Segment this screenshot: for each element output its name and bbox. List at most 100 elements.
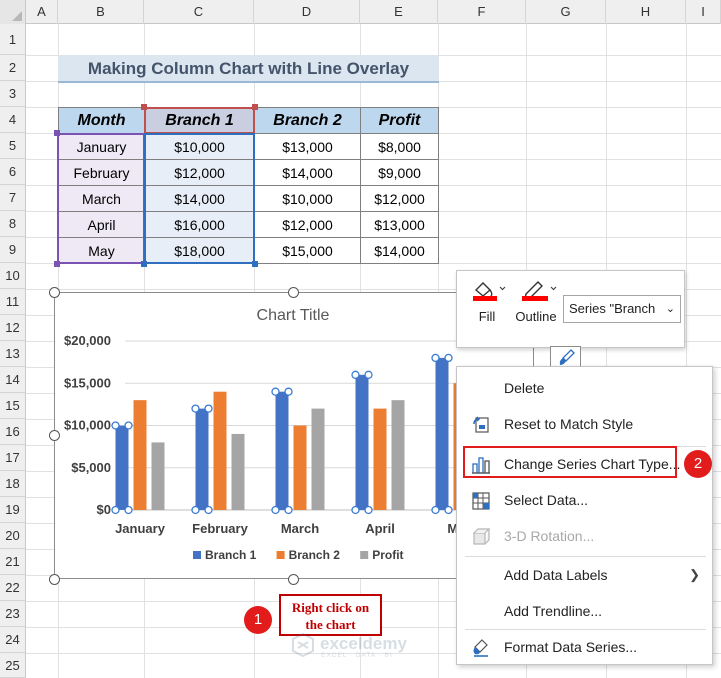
row-header-23[interactable]: 23 [0, 601, 26, 627]
row-header-21[interactable]: 21 [0, 549, 26, 575]
row-header-6[interactable]: 6 [0, 159, 26, 185]
cell-profit[interactable]: $12,000 [360, 185, 439, 212]
range-handle[interactable] [54, 261, 60, 267]
selection-handle[interactable] [111, 505, 120, 515]
menu-item-add-trendline[interactable]: Add Trendline... [457, 595, 714, 627]
row-header-5[interactable]: 5 [0, 133, 26, 159]
selection-handle[interactable] [284, 505, 293, 515]
menu-item-format-data-series[interactable]: Format Data Series... [457, 631, 714, 663]
cell-branch-1[interactable]: $12,000 [144, 159, 255, 186]
cell-month[interactable]: January [58, 133, 145, 160]
cell-branch-2[interactable]: $10,000 [254, 185, 361, 212]
selection-handle[interactable] [431, 505, 440, 515]
cell-branch-2[interactable]: $14,000 [254, 159, 361, 186]
row-header-12[interactable]: 12 [0, 315, 26, 341]
row-header-4[interactable]: 4 [0, 107, 26, 133]
bar-branch-2[interactable] [373, 408, 387, 510]
range-handle[interactable] [54, 130, 60, 136]
bar-profit[interactable] [311, 408, 325, 510]
select-all-corner[interactable] [0, 0, 26, 24]
legend-entry[interactable]: Branch 2 [289, 548, 341, 562]
cell-month[interactable]: March [58, 185, 145, 212]
row-header-14[interactable]: 14 [0, 367, 26, 393]
selection-handle[interactable] [444, 505, 453, 515]
cell-branch-1[interactable]: $14,000 [144, 185, 255, 212]
chart-bars[interactable] [111, 353, 485, 515]
cell-branch-2[interactable]: $13,000 [254, 133, 361, 160]
cell-branch-2[interactable]: $12,000 [254, 211, 361, 238]
row-header-13[interactable]: 13 [0, 341, 26, 367]
cell-branch-1[interactable]: $16,000 [144, 211, 255, 238]
selection-handle[interactable] [351, 370, 360, 379]
column-header-d[interactable]: D [254, 0, 360, 24]
bar-profit[interactable] [391, 400, 405, 510]
column-header-h[interactable]: H [606, 0, 686, 24]
bar-branch-2[interactable] [133, 400, 147, 510]
cell-profit[interactable]: $13,000 [360, 211, 439, 238]
column-header-c[interactable]: C [144, 0, 254, 24]
row-header-24[interactable]: 24 [0, 627, 26, 653]
menu-item-add-data-labels[interactable]: Add Data Labels ❯ [457, 559, 714, 591]
selection-handle[interactable] [271, 387, 280, 396]
chart-resize-handle[interactable] [288, 574, 299, 585]
selection-handle[interactable] [191, 404, 200, 413]
column-header-i[interactable]: I [686, 0, 721, 24]
range-handle[interactable] [252, 104, 258, 110]
cell-branch-1[interactable]: $10,000 [144, 133, 255, 160]
row-header-16[interactable]: 16 [0, 419, 26, 445]
header-branch-1[interactable]: Branch 1 [144, 107, 255, 134]
bar-profit[interactable] [151, 442, 165, 510]
selection-handle[interactable] [124, 421, 133, 430]
selection-handle[interactable] [284, 387, 293, 396]
menu-item-delete[interactable]: Delete [457, 372, 714, 404]
chart-y-axis[interactable]: $0 $5,000 $10,000 $15,000 $20,000 [64, 333, 111, 517]
range-handle[interactable] [141, 261, 147, 267]
bar-branch-2[interactable] [293, 425, 307, 511]
outline-button[interactable]: Outline [513, 279, 559, 324]
header-profit[interactable]: Profit [360, 107, 439, 134]
row-header-3[interactable]: 3 [0, 81, 26, 107]
bar-branch-1[interactable] [355, 374, 369, 510]
bar-branch-1[interactable] [195, 408, 209, 510]
chart-resize-handle[interactable] [288, 287, 299, 298]
header-month[interactable]: Month [58, 107, 145, 134]
bar-profit[interactable] [231, 433, 245, 510]
menu-item-select-data[interactable]: Select Data... [457, 484, 714, 516]
menu-item-reset-to-match-style[interactable]: Reset to Match Style [457, 408, 714, 440]
column-header-b[interactable]: B [58, 0, 144, 24]
column-chart[interactable]: Chart Title $0 $5,000 $10,000 $15,000 $20,00… [54, 292, 534, 579]
header-branch-2[interactable]: Branch 2 [254, 107, 361, 134]
cell-month[interactable]: April [58, 211, 145, 238]
legend-entry[interactable]: Branch 1 [205, 548, 257, 562]
row-header-9[interactable]: 9 [0, 237, 26, 263]
row-header-1[interactable]: 1 [0, 24, 26, 55]
cell-branch-1[interactable]: $18,000 [144, 237, 255, 264]
selection-handle[interactable] [124, 505, 133, 515]
selection-handle[interactable] [204, 404, 213, 413]
row-header-2[interactable]: 2 [0, 55, 26, 81]
column-header-g[interactable]: G [526, 0, 606, 24]
chart-legend[interactable]: Branch 1 Branch 2 Profit [193, 548, 404, 562]
selection-handle[interactable] [111, 421, 120, 430]
chart-resize-handle[interactable] [49, 287, 60, 298]
row-header-10[interactable]: 10 [0, 263, 26, 289]
series-selector-dropdown[interactable]: Series "Branch ⌄ [563, 295, 681, 323]
range-handle[interactable] [141, 104, 147, 110]
chart-title[interactable]: Chart Title [257, 307, 330, 324]
selection-handle[interactable] [431, 353, 440, 363]
bar-branch-2[interactable] [213, 391, 227, 510]
selection-handle[interactable] [191, 505, 200, 515]
row-header-22[interactable]: 22 [0, 575, 26, 601]
row-header-20[interactable]: 20 [0, 523, 26, 549]
row-header-25[interactable]: 25 [0, 653, 26, 678]
chart-resize-handle[interactable] [49, 430, 60, 441]
column-header-f[interactable]: F [438, 0, 526, 24]
row-header-19[interactable]: 19 [0, 497, 26, 523]
row-header-11[interactable]: 11 [0, 289, 26, 315]
bar-branch-1[interactable] [115, 425, 129, 511]
cell-branch-2[interactable]: $15,000 [254, 237, 361, 264]
row-header-8[interactable]: 8 [0, 211, 26, 237]
row-header-15[interactable]: 15 [0, 393, 26, 419]
selection-handle[interactable] [444, 353, 453, 363]
selection-handle[interactable] [204, 505, 213, 515]
